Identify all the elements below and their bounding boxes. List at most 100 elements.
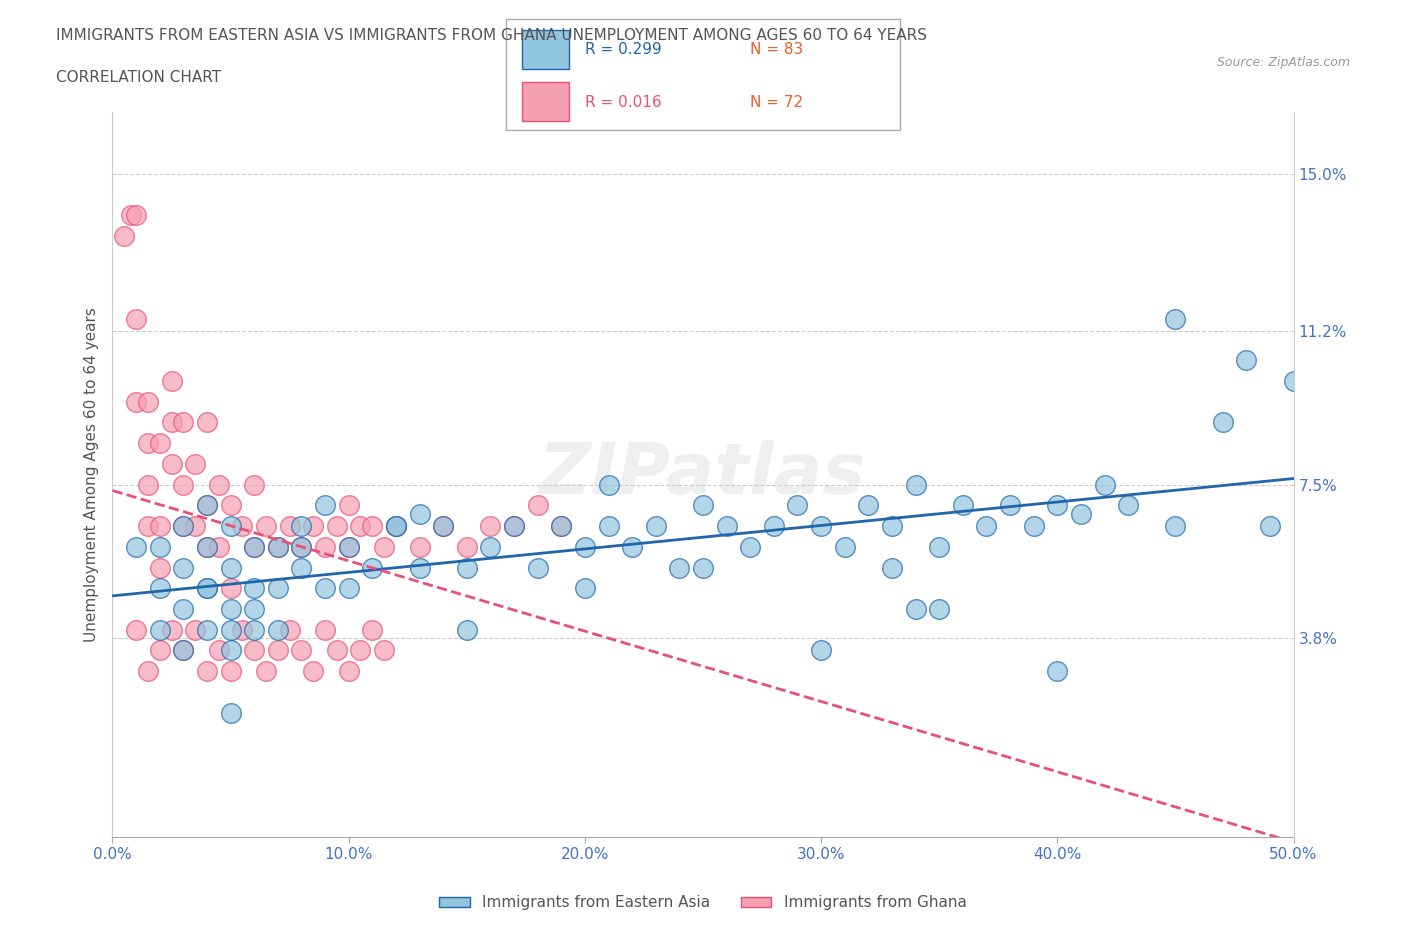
Point xyxy=(1070,506,1092,521)
Point xyxy=(125,539,148,554)
Point xyxy=(254,519,277,534)
Point xyxy=(1234,352,1257,367)
Point xyxy=(337,498,360,512)
Point xyxy=(432,519,454,534)
Point xyxy=(195,581,218,596)
Point xyxy=(125,622,148,637)
Point xyxy=(195,498,218,512)
Point xyxy=(526,498,548,512)
Point xyxy=(880,519,903,534)
Point xyxy=(231,519,253,534)
Point xyxy=(195,664,218,679)
Point xyxy=(184,622,207,637)
Point xyxy=(172,477,194,492)
Point xyxy=(160,457,183,472)
Point xyxy=(503,519,526,534)
Point xyxy=(574,539,596,554)
Point xyxy=(361,519,384,534)
Point xyxy=(219,519,242,534)
Point xyxy=(834,539,856,554)
Point xyxy=(314,539,336,554)
Text: Source: ZipAtlas.com: Source: ZipAtlas.com xyxy=(1216,56,1350,69)
Point xyxy=(326,519,349,534)
Point xyxy=(1164,312,1187,326)
Point xyxy=(479,539,502,554)
Point xyxy=(1094,477,1116,492)
Point xyxy=(243,602,266,617)
Point xyxy=(125,207,148,222)
Point xyxy=(136,394,159,409)
Point xyxy=(195,581,218,596)
Point xyxy=(243,477,266,492)
Text: IMMIGRANTS FROM EASTERN ASIA VS IMMIGRANTS FROM GHANA UNEMPLOYMENT AMONG AGES 60: IMMIGRANTS FROM EASTERN ASIA VS IMMIGRAN… xyxy=(56,28,927,43)
Point xyxy=(810,519,832,534)
Point xyxy=(314,581,336,596)
Point xyxy=(786,498,808,512)
Point xyxy=(172,519,194,534)
Point xyxy=(290,560,312,575)
Point xyxy=(810,643,832,658)
Point xyxy=(361,622,384,637)
Point xyxy=(1022,519,1045,534)
Point xyxy=(219,602,242,617)
Point xyxy=(550,519,572,534)
Point xyxy=(762,519,785,534)
Point xyxy=(125,312,148,326)
Point xyxy=(479,519,502,534)
Point xyxy=(172,643,194,658)
Point xyxy=(456,560,478,575)
Point xyxy=(337,581,360,596)
Point xyxy=(290,643,312,658)
Text: N = 83: N = 83 xyxy=(751,43,803,58)
Point xyxy=(302,664,325,679)
Point xyxy=(385,519,408,534)
Point xyxy=(112,229,135,244)
Point xyxy=(125,394,148,409)
Point xyxy=(692,560,714,575)
Point xyxy=(195,415,218,430)
Point xyxy=(904,602,927,617)
Point xyxy=(184,457,207,472)
Point xyxy=(880,560,903,575)
Point xyxy=(598,519,620,534)
Point xyxy=(349,643,371,658)
Point xyxy=(326,643,349,658)
Point xyxy=(195,498,218,512)
Point xyxy=(267,581,290,596)
Point xyxy=(904,477,927,492)
FancyBboxPatch shape xyxy=(506,19,900,130)
Text: N = 72: N = 72 xyxy=(751,95,803,110)
Point xyxy=(302,519,325,534)
Point xyxy=(928,602,950,617)
Point xyxy=(195,539,218,554)
Point xyxy=(644,519,666,534)
Point xyxy=(574,581,596,596)
Point xyxy=(385,519,408,534)
Point xyxy=(692,498,714,512)
Point xyxy=(231,622,253,637)
Point xyxy=(208,539,231,554)
Point xyxy=(219,560,242,575)
Point xyxy=(219,643,242,658)
Point xyxy=(243,643,266,658)
Y-axis label: Unemployment Among Ages 60 to 64 years: Unemployment Among Ages 60 to 64 years xyxy=(83,307,98,642)
Legend: Immigrants from Eastern Asia, Immigrants from Ghana: Immigrants from Eastern Asia, Immigrants… xyxy=(433,889,973,916)
Point xyxy=(998,498,1021,512)
Point xyxy=(149,560,172,575)
Point xyxy=(172,602,194,617)
Point xyxy=(160,415,183,430)
Point xyxy=(408,506,430,521)
Point xyxy=(195,539,218,554)
Point xyxy=(267,539,290,554)
Point xyxy=(172,519,194,534)
Text: CORRELATION CHART: CORRELATION CHART xyxy=(56,70,221,85)
Point xyxy=(668,560,690,575)
Point xyxy=(149,436,172,451)
Point xyxy=(184,519,207,534)
Point xyxy=(526,560,548,575)
FancyBboxPatch shape xyxy=(522,82,569,121)
Text: R = 0.299: R = 0.299 xyxy=(585,43,662,58)
Point xyxy=(136,436,159,451)
Point xyxy=(1116,498,1139,512)
Point xyxy=(219,705,242,720)
